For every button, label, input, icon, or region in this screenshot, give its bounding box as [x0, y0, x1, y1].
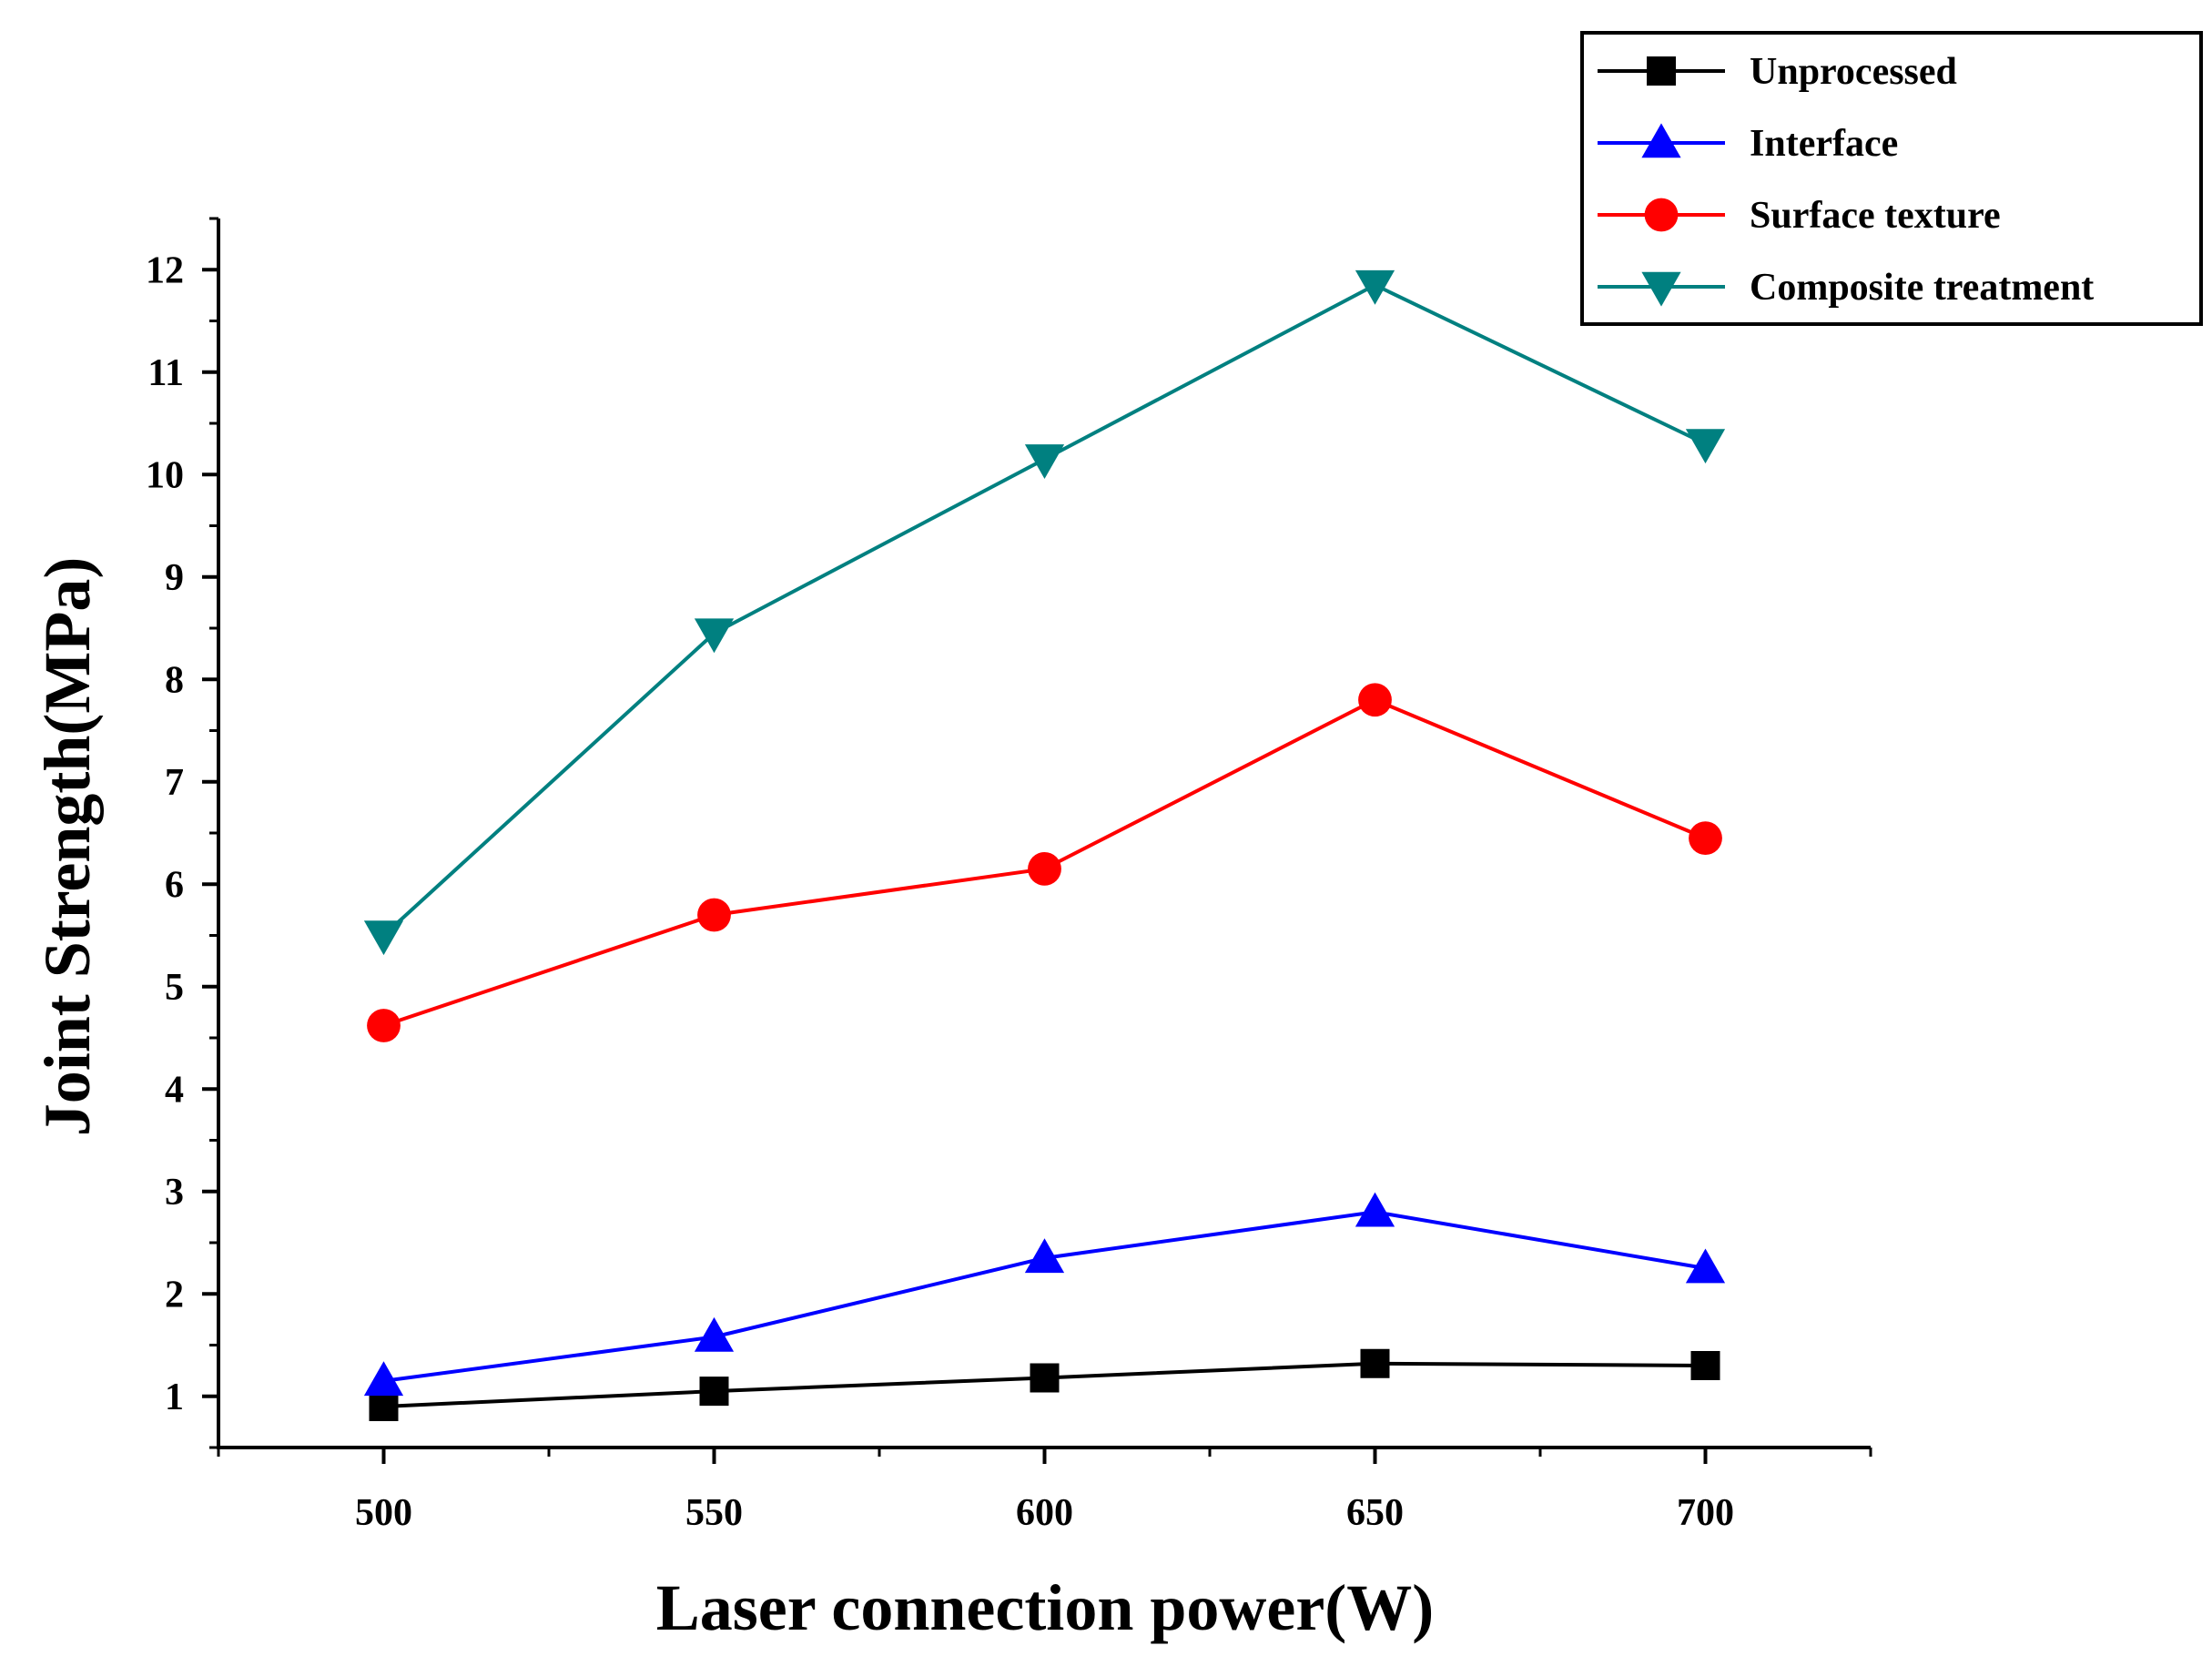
- y-tick-label-3: 3: [165, 1172, 184, 1214]
- series-line-composite-treatment: [382, 282, 1707, 937]
- x-tick-label-600: 600: [1016, 1492, 1073, 1534]
- data-point-unprocessed-500: [369, 1392, 399, 1421]
- legend-marker-composite-treatment: [1641, 271, 1681, 307]
- y-tick-label-1: 1: [165, 1377, 184, 1418]
- y-tick-label-6: 6: [165, 864, 184, 906]
- legend-label-unprocessed: Unprocessed: [1750, 51, 1957, 93]
- data-point-surface-texture-650: [1358, 683, 1392, 717]
- data-point-interface-550: [694, 1316, 735, 1352]
- data-point-interface-600: [1024, 1238, 1065, 1274]
- data-point-unprocessed-550: [699, 1377, 729, 1407]
- legend-item-unprocessed: Unprocessed: [1598, 51, 1957, 93]
- data-point-composite-treatment-600: [1024, 444, 1065, 479]
- legend-label-interface: Interface: [1750, 123, 1898, 165]
- data-point-unprocessed-700: [1690, 1351, 1720, 1380]
- legend-marker-unprocessed: [1647, 56, 1676, 86]
- data-point-surface-texture-700: [1689, 821, 1722, 856]
- legend: Unprocessed Interface Surface texture Compo…: [1580, 31, 2203, 326]
- series-unprocessed: [369, 1348, 1720, 1421]
- y-tick-label-5: 5: [165, 967, 184, 1009]
- data-point-unprocessed-600: [1030, 1363, 1060, 1393]
- legend-box: [1580, 31, 2203, 326]
- legend-item-surface-texture: Surface texture: [1598, 195, 2001, 237]
- y-tick-label-8: 8: [165, 659, 184, 701]
- y-tick-label-12: 12: [146, 249, 184, 291]
- data-point-composite-treatment-550: [694, 618, 735, 654]
- data-point-interface-700: [1685, 1248, 1726, 1284]
- data-point-composite-treatment-700: [1685, 429, 1726, 464]
- legend-marker-surface-texture: [1644, 198, 1679, 232]
- series-surface-texture: [367, 683, 1722, 1042]
- series-line-interface: [383, 1210, 1706, 1383]
- y-tick-label-9: 9: [165, 557, 184, 599]
- legend-label-surface-texture: Surface texture: [1750, 195, 2001, 237]
- data-point-unprocessed-650: [1360, 1348, 1390, 1378]
- y-axis-title: Joint Strength(MPa): [31, 557, 104, 1137]
- data-point-composite-treatment-650: [1355, 269, 1395, 305]
- legend-marker-interface: [1641, 123, 1681, 158]
- y-tick-label-2: 2: [165, 1274, 184, 1316]
- x-tick-label-700: 700: [1677, 1492, 1734, 1534]
- x-tick-label-500: 500: [355, 1492, 412, 1534]
- x-tick-label-650: 650: [1346, 1492, 1404, 1534]
- series-composite-treatment: [363, 269, 1726, 956]
- data-point-surface-texture-500: [367, 1009, 401, 1042]
- x-axis-title: Laser connection power(W): [656, 1571, 1435, 1644]
- y-tick-label-10: 10: [146, 454, 184, 496]
- series-layer: [363, 269, 1726, 1421]
- y-tick-label-7: 7: [165, 762, 184, 804]
- data-point-interface-500: [363, 1361, 404, 1397]
- y-tick-label-11: 11: [147, 352, 184, 394]
- data-point-composite-treatment-500: [363, 920, 404, 956]
- y-tick-label-4: 4: [165, 1069, 184, 1111]
- data-point-surface-texture-600: [1028, 851, 1061, 886]
- series-interface: [363, 1192, 1726, 1397]
- data-point-interface-650: [1355, 1192, 1395, 1227]
- legend-label-composite-treatment: Composite treatment: [1750, 267, 2094, 309]
- legend-item-composite-treatment: Composite treatment: [1598, 267, 2094, 309]
- data-point-surface-texture-550: [697, 898, 731, 932]
- x-tick-label-550: 550: [685, 1492, 743, 1534]
- legend-item-interface: Interface: [1598, 123, 1898, 165]
